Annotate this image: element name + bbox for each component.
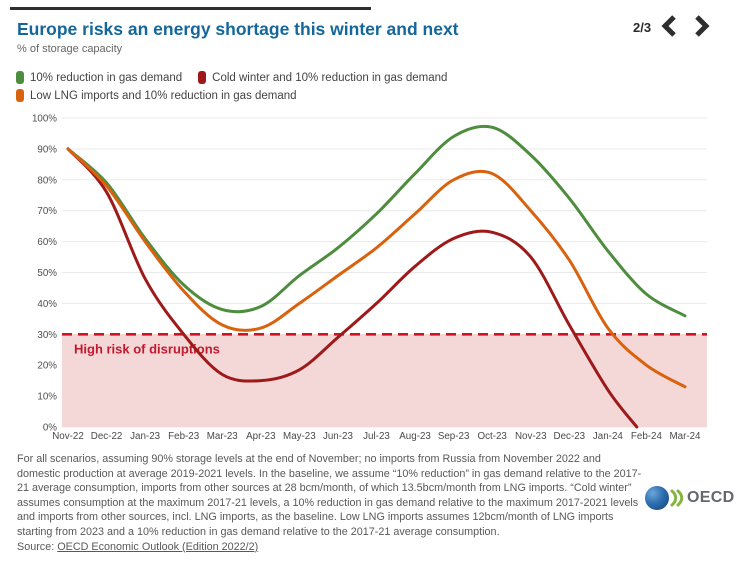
x-axis-label: Nov-23 bbox=[515, 431, 547, 442]
x-axis-label: Apr-23 bbox=[246, 431, 276, 442]
x-axis-label: Jan-24 bbox=[593, 431, 624, 442]
chevron-left-icon bbox=[661, 15, 676, 37]
oecd-wordmark: OECD bbox=[687, 489, 735, 506]
legend-row: Low LNG imports and 10% reduction in gas… bbox=[16, 89, 447, 102]
series-path-2 bbox=[66, 147, 687, 389]
high-risk-zone bbox=[62, 334, 707, 427]
x-axis-label: Jul-23 bbox=[363, 431, 390, 442]
legend-label: 10% reduction in gas demand bbox=[30, 71, 183, 84]
y-axis-label: 80% bbox=[37, 175, 57, 186]
x-axis-label: Oct-23 bbox=[477, 431, 507, 442]
y-axis-label: 10% bbox=[37, 392, 57, 403]
header-rule bbox=[10, 7, 371, 10]
x-axis-label: Jun-23 bbox=[323, 431, 354, 442]
oecd-globe-icon bbox=[645, 486, 669, 510]
legend-item-low-lng: Low LNG imports and 10% reduction in gas… bbox=[16, 89, 297, 102]
legend-row: 10% reduction in gas demand Cold winter … bbox=[16, 71, 447, 84]
source-link[interactable]: OECD Economic Outlook (Edition 2022/2) bbox=[57, 540, 259, 553]
x-axis-label: Jan-23 bbox=[130, 431, 161, 442]
source-prefix: Source: bbox=[17, 540, 58, 553]
legend-marker-dark-red bbox=[198, 71, 207, 84]
x-axis-label: Feb-24 bbox=[631, 431, 663, 442]
source-line: Source: OECD Economic Outlook (Edition 2… bbox=[17, 540, 647, 555]
series-path-0 bbox=[66, 124, 687, 318]
y-axis-label: 0% bbox=[43, 423, 57, 434]
y-axis-label: 20% bbox=[37, 361, 57, 372]
chart-subtitle: % of storage capacity bbox=[17, 43, 123, 55]
x-axis-label: Dec-22 bbox=[91, 431, 123, 442]
legend-marker-green bbox=[16, 71, 24, 84]
series-path-1 bbox=[66, 147, 639, 429]
oecd-chevrons-icon bbox=[670, 489, 684, 507]
high-risk-label: High risk of disruptions bbox=[74, 341, 220, 356]
y-axis-label: 30% bbox=[37, 330, 57, 341]
x-axis-label: Mar-24 bbox=[669, 431, 701, 442]
x-axis-label: May-23 bbox=[283, 431, 316, 442]
legend-label: Cold winter and 10% reduction in gas dem… bbox=[212, 71, 448, 84]
x-axis-label: Feb-23 bbox=[168, 431, 200, 442]
chart-legend: 10% reduction in gas demand Cold winter … bbox=[16, 71, 447, 107]
legend-label: Low LNG imports and 10% reduction in gas… bbox=[30, 89, 297, 102]
next-button[interactable] bbox=[689, 13, 713, 39]
y-axis-label: 70% bbox=[37, 206, 57, 217]
x-axis-label: Dec-23 bbox=[554, 431, 586, 442]
legend-item-cold-winter: Cold winter and 10% reduction in gas dem… bbox=[198, 71, 447, 84]
pagination: 2/3 bbox=[633, 13, 713, 39]
x-axis-label: Mar-23 bbox=[207, 431, 239, 442]
x-axis-label: Nov-22 bbox=[52, 431, 84, 442]
footnote: For all scenarios, assuming 90% storage … bbox=[17, 452, 647, 554]
legend-item-baseline: 10% reduction in gas demand bbox=[16, 71, 182, 84]
legend-marker-orange bbox=[16, 89, 24, 102]
oecd-logo: OECD bbox=[645, 485, 734, 511]
x-axis-label: Sep-23 bbox=[438, 431, 470, 442]
chevron-right-icon bbox=[695, 15, 710, 37]
y-axis-label: 60% bbox=[37, 237, 57, 248]
y-axis-label: 100% bbox=[32, 114, 57, 125]
footnote-text: For all scenarios, assuming 90% storage … bbox=[17, 453, 642, 538]
y-axis-label: 50% bbox=[37, 268, 57, 279]
prev-button[interactable] bbox=[658, 13, 682, 39]
y-axis-label: 40% bbox=[37, 299, 57, 310]
storage-capacity-line-chart: High risk of disruptions 0% 10% 20% 30% 40% 50… bbox=[32, 114, 707, 442]
x-axis-label: Aug-23 bbox=[399, 431, 431, 442]
y-axis-label: 90% bbox=[37, 144, 57, 155]
page-title: Europe risks an energy shortage this win… bbox=[17, 19, 459, 39]
page-indicator: 2/3 bbox=[633, 20, 652, 35]
